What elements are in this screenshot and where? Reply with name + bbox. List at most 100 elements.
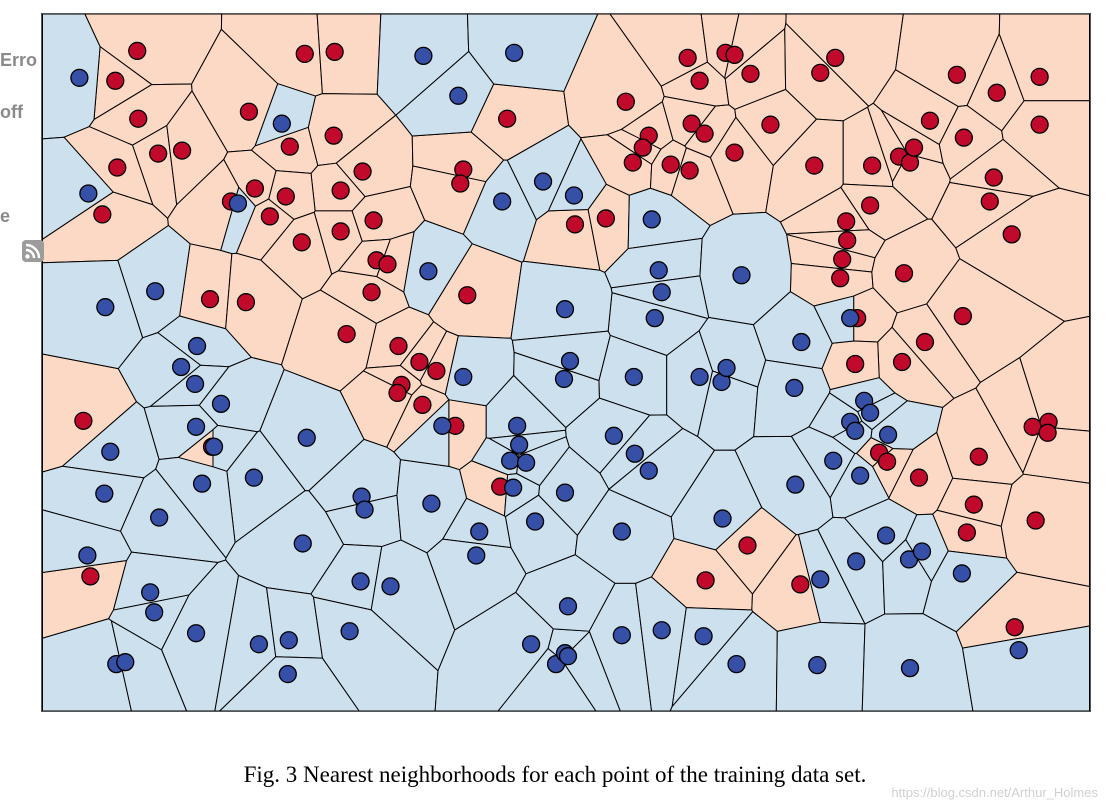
blue-region-cell xyxy=(547,138,607,212)
blue-training-point xyxy=(351,572,370,591)
blue-training-point xyxy=(510,435,529,454)
red-training-point xyxy=(980,192,999,211)
blue-training-point xyxy=(171,357,191,377)
blue-training-point xyxy=(79,184,98,203)
blue-training-point xyxy=(141,583,160,602)
blue-training-point xyxy=(493,192,512,211)
red-training-point xyxy=(74,411,93,430)
blue-training-point xyxy=(501,451,520,470)
blue-training-point xyxy=(228,194,248,213)
blue-training-point xyxy=(732,266,751,285)
sidebar-fragment-text-3[interactable]: e xyxy=(0,206,11,226)
training-points xyxy=(70,41,1058,684)
blue-training-point xyxy=(467,546,486,565)
blue-region-cell xyxy=(861,613,974,711)
blue-region-cell xyxy=(254,83,316,147)
voronoi-cells xyxy=(42,14,1090,711)
blue-training-point xyxy=(525,512,545,531)
blue-training-point xyxy=(555,300,575,319)
blue-training-point xyxy=(612,626,631,645)
red-training-point xyxy=(276,187,295,206)
red-training-point xyxy=(826,48,845,67)
red-training-point xyxy=(861,196,880,215)
blue-region-cell xyxy=(466,14,599,92)
blue-region-cell xyxy=(42,136,114,240)
red-training-point xyxy=(957,523,976,542)
blue-training-point xyxy=(340,622,359,641)
red-training-point xyxy=(331,222,350,241)
blue-training-point xyxy=(847,552,866,571)
red-training-point xyxy=(427,361,446,381)
blue-training-point xyxy=(454,367,473,387)
sidebar-fragment-text-1[interactable]: Erro xyxy=(0,50,38,70)
red-training-point xyxy=(1026,511,1045,530)
red-training-point xyxy=(791,575,810,594)
blue-training-point xyxy=(297,428,316,447)
red-training-point xyxy=(623,153,642,172)
red-training-point xyxy=(93,205,112,224)
red-training-point xyxy=(920,111,940,130)
blue-training-point xyxy=(713,509,732,528)
blue-training-point xyxy=(625,444,644,463)
blue-training-point xyxy=(558,647,578,666)
blue-training-point xyxy=(639,461,658,480)
blue-training-point xyxy=(694,627,713,646)
blue-training-point xyxy=(727,655,746,674)
blue-training-point xyxy=(381,577,400,596)
red-training-point xyxy=(245,179,265,198)
blue-training-point xyxy=(785,378,804,398)
blue-training-point xyxy=(649,261,668,280)
red-training-point xyxy=(331,181,350,200)
red-training-point xyxy=(661,155,680,174)
red-training-point xyxy=(236,293,256,312)
blue-training-point xyxy=(786,475,805,494)
voronoi-diagram xyxy=(41,13,1091,712)
red-training-point xyxy=(353,162,372,181)
red-training-point xyxy=(984,168,1003,187)
blue-training-point xyxy=(624,367,643,387)
red-training-point xyxy=(149,144,168,163)
red-training-point xyxy=(838,231,857,250)
red-training-point xyxy=(1002,225,1021,244)
blue-training-point xyxy=(185,374,205,394)
red-training-point xyxy=(260,207,279,226)
red-training-point xyxy=(325,42,344,62)
red-training-point xyxy=(947,65,967,84)
blue-region-cell xyxy=(403,219,473,316)
red-training-point xyxy=(892,352,912,372)
red-training-point xyxy=(388,383,407,403)
red-training-point xyxy=(108,158,127,177)
blue-training-point xyxy=(96,298,115,317)
red-training-point xyxy=(458,286,477,305)
red-training-point xyxy=(616,92,635,111)
red-training-point xyxy=(862,156,882,175)
blue-region-cell xyxy=(42,509,133,574)
blue-training-point xyxy=(433,416,452,435)
blue-region-cell xyxy=(813,295,855,344)
rss-icon[interactable] xyxy=(22,240,44,262)
blue-training-point xyxy=(355,500,374,519)
red-training-point xyxy=(1030,67,1049,86)
blue-training-point xyxy=(912,542,932,561)
red-training-point xyxy=(324,126,343,145)
blue-training-point xyxy=(861,403,880,422)
blue-training-point xyxy=(690,367,709,387)
red-training-point xyxy=(761,115,780,134)
sidebar-fragment-text-2[interactable]: off xyxy=(0,102,23,122)
blue-training-point xyxy=(211,394,231,414)
blue-training-point xyxy=(145,603,164,622)
blue-training-point xyxy=(414,46,433,66)
red-training-point xyxy=(987,83,1006,102)
blue-training-point xyxy=(645,309,664,328)
red-training-point xyxy=(128,41,147,61)
red-training-point xyxy=(565,215,585,234)
red-training-point xyxy=(413,395,432,415)
blue-training-point xyxy=(900,658,920,678)
blue-training-point xyxy=(186,417,206,436)
blue-training-point xyxy=(516,453,536,472)
blue-training-point xyxy=(70,68,89,87)
blue-training-point xyxy=(249,635,269,654)
blue-training-point xyxy=(470,522,489,541)
red-training-point xyxy=(292,233,311,252)
sidebar-fragment: Erro off e xyxy=(0,40,48,262)
